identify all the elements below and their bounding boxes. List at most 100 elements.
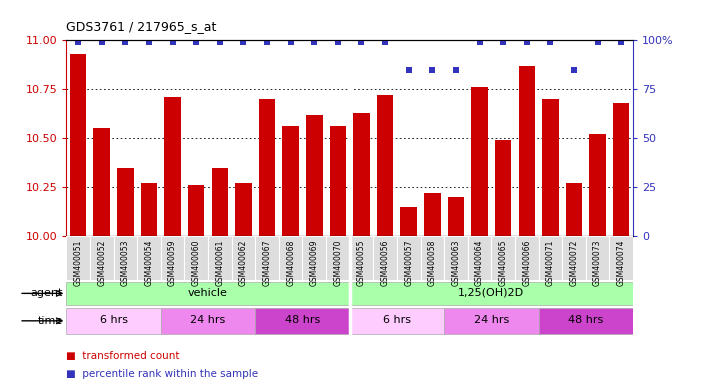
Text: GSM400059: GSM400059 (168, 240, 177, 286)
Text: GSM400068: GSM400068 (286, 240, 295, 286)
Text: vehicle: vehicle (188, 288, 228, 298)
Bar (283, 126, 299, 236)
Bar (350, 308, 444, 334)
Text: GSM400070: GSM400070 (333, 240, 342, 286)
Bar (539, 236, 562, 280)
Bar (350, 281, 633, 305)
Text: GSM400052: GSM400052 (97, 240, 106, 286)
Point (332, 39, 344, 45)
Bar (117, 168, 133, 236)
Bar (542, 99, 559, 236)
Text: GSM400072: GSM400072 (570, 240, 578, 286)
Bar (566, 183, 583, 236)
Text: ■  percentile rank within the sample: ■ percentile rank within the sample (66, 369, 258, 379)
Bar (492, 236, 515, 280)
Bar (279, 236, 303, 280)
Bar (585, 236, 609, 280)
Text: GSM400071: GSM400071 (546, 240, 555, 286)
Text: GSM400065: GSM400065 (499, 240, 508, 286)
Bar (137, 236, 161, 280)
Point (403, 67, 415, 73)
Text: GSM400066: GSM400066 (522, 240, 531, 286)
Bar (444, 236, 468, 280)
Text: agent: agent (30, 288, 63, 298)
Point (143, 39, 155, 45)
Text: 24 hrs: 24 hrs (190, 315, 226, 325)
Text: 24 hrs: 24 hrs (474, 315, 509, 325)
Text: GSM400051: GSM400051 (74, 240, 83, 286)
Text: GSM400055: GSM400055 (357, 240, 366, 286)
Bar (164, 97, 181, 236)
Text: GSM400074: GSM400074 (616, 240, 626, 286)
Bar (255, 308, 350, 334)
Point (474, 39, 485, 45)
Bar (66, 308, 161, 334)
Bar (90, 236, 114, 280)
Bar (114, 236, 137, 280)
Bar (141, 183, 157, 236)
Bar (231, 236, 255, 280)
Text: GSM400061: GSM400061 (216, 240, 224, 286)
Point (568, 67, 580, 73)
Point (238, 39, 249, 45)
Point (190, 39, 202, 45)
Point (261, 39, 273, 45)
Bar (495, 140, 511, 236)
Text: 6 hrs: 6 hrs (99, 315, 128, 325)
Bar (589, 134, 606, 236)
Text: GSM400056: GSM400056 (381, 240, 389, 286)
Bar (211, 168, 228, 236)
Point (167, 39, 178, 45)
Bar (70, 54, 87, 236)
Bar (448, 197, 464, 236)
Text: GSM400069: GSM400069 (310, 240, 319, 286)
Bar (609, 236, 633, 280)
Bar (185, 236, 208, 280)
Point (427, 67, 438, 73)
Bar (397, 236, 420, 280)
Text: ■  transformed count: ■ transformed count (66, 351, 180, 361)
Point (497, 39, 509, 45)
Bar (66, 281, 350, 305)
Text: GSM400054: GSM400054 (144, 240, 154, 286)
Bar (424, 193, 441, 236)
Bar (66, 236, 90, 280)
Bar (468, 236, 492, 280)
Point (309, 39, 320, 45)
Bar (353, 113, 370, 236)
Point (214, 39, 226, 45)
Bar (515, 236, 539, 280)
Text: GSM400060: GSM400060 (192, 240, 200, 286)
Bar (235, 183, 252, 236)
Text: GSM400058: GSM400058 (428, 240, 437, 286)
Text: GSM400067: GSM400067 (262, 240, 272, 286)
Bar (562, 236, 585, 280)
Text: 48 hrs: 48 hrs (568, 315, 603, 325)
Text: 1,25(OH)2D: 1,25(OH)2D (459, 288, 524, 298)
Point (96, 39, 107, 45)
Bar (255, 236, 279, 280)
Text: GSM400057: GSM400057 (404, 240, 413, 286)
Bar (329, 126, 346, 236)
Text: GSM400063: GSM400063 (451, 240, 461, 286)
Text: 6 hrs: 6 hrs (383, 315, 411, 325)
Point (355, 39, 367, 45)
Bar (350, 236, 373, 280)
Text: GSM400064: GSM400064 (475, 240, 484, 286)
Point (521, 39, 533, 45)
Bar (377, 95, 394, 236)
Point (592, 39, 603, 45)
Text: GSM400053: GSM400053 (121, 240, 130, 286)
Bar (613, 103, 629, 236)
Bar (94, 128, 110, 236)
Point (285, 39, 296, 45)
Text: 48 hrs: 48 hrs (285, 315, 320, 325)
Bar (259, 99, 275, 236)
Point (72, 39, 84, 45)
Bar (188, 185, 205, 236)
Point (120, 39, 131, 45)
Bar (373, 236, 397, 280)
Point (379, 39, 391, 45)
Bar (306, 115, 322, 236)
Point (450, 67, 461, 73)
